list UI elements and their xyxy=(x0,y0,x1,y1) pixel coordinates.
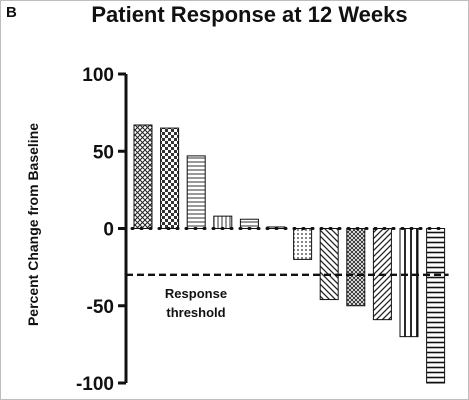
panel-label: B xyxy=(6,4,17,21)
bar-patient-4 xyxy=(213,215,233,229)
threshold-label-line1: Response xyxy=(165,286,227,301)
chart-title: Patient Response at 12 Weeks xyxy=(91,2,408,27)
bar-patient-3 xyxy=(186,155,206,229)
y-tick-label: 50 xyxy=(93,142,114,163)
y-tick-label: -50 xyxy=(87,297,114,318)
bar-patient-7 xyxy=(293,228,313,260)
bar-patient-12 xyxy=(426,228,446,384)
y-axis: 100 50 0 -50 -100 xyxy=(76,65,128,395)
threshold-label-line2: threshold xyxy=(166,305,225,320)
y-tick-label: 100 xyxy=(82,65,114,86)
bar-patient-9 xyxy=(346,228,366,307)
bar-patient-11 xyxy=(399,228,419,338)
y-tick-label: 0 xyxy=(103,220,114,241)
bar-patient-8 xyxy=(319,228,339,301)
bars-group xyxy=(133,124,446,384)
y-axis-title: Percent Change from Baseline xyxy=(25,123,41,326)
bar-patient-1 xyxy=(133,124,153,229)
bar-patient-2 xyxy=(160,127,180,229)
y-tick-label: -100 xyxy=(76,374,114,395)
